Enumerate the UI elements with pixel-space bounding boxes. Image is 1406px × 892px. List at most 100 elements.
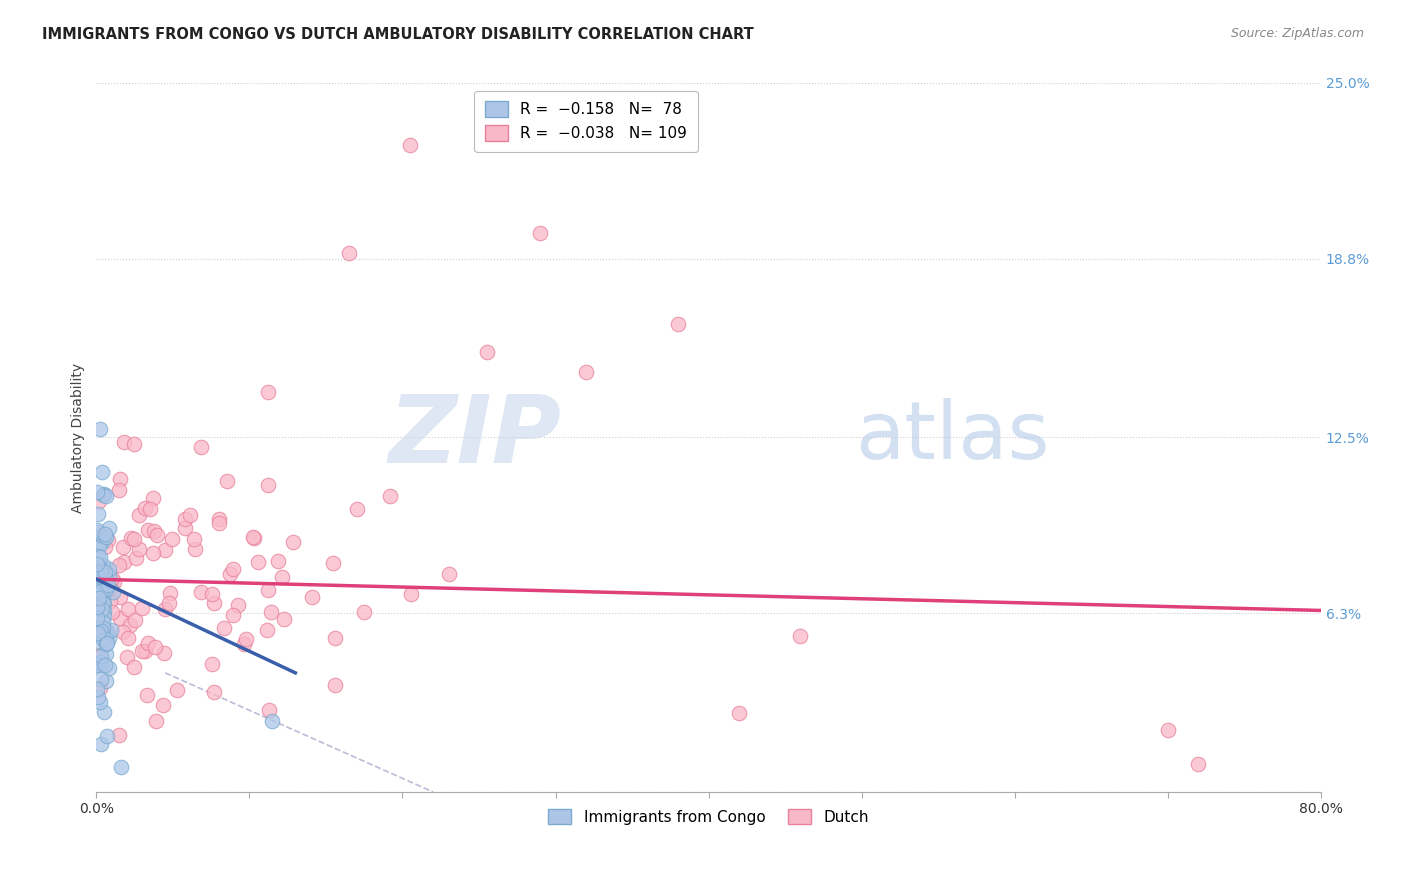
Point <box>325 678 347 692</box>
Point <box>93 605 115 619</box>
Point <box>97 533 120 547</box>
Point <box>115 650 138 665</box>
Text: atlas: atlas <box>856 399 1050 476</box>
Point <box>378 489 401 503</box>
Point <box>128 542 150 557</box>
Point <box>86 657 108 671</box>
Point <box>153 647 176 661</box>
Point <box>87 539 110 553</box>
Point <box>134 644 156 658</box>
Point <box>399 138 422 153</box>
Point <box>110 590 132 604</box>
Point <box>112 434 135 449</box>
Point <box>89 567 111 582</box>
Point <box>107 558 129 573</box>
Point <box>86 549 108 563</box>
Point <box>201 587 224 601</box>
Point <box>97 568 120 582</box>
Point <box>120 532 142 546</box>
Point <box>134 500 156 515</box>
Point <box>190 584 212 599</box>
Point <box>94 527 117 541</box>
Point <box>89 535 111 549</box>
Point <box>91 621 114 635</box>
Point <box>157 596 180 610</box>
Point <box>475 345 498 359</box>
Point <box>789 629 811 643</box>
Point <box>98 562 121 576</box>
Point <box>142 491 165 505</box>
Point <box>1187 756 1209 771</box>
Point <box>93 596 115 610</box>
Point <box>222 608 245 623</box>
Point <box>575 365 598 379</box>
Point <box>101 570 124 584</box>
Point <box>87 633 110 648</box>
Point <box>174 521 197 535</box>
Point <box>86 557 108 571</box>
Point <box>96 489 118 503</box>
Point <box>117 602 139 616</box>
Point <box>86 592 108 607</box>
Point <box>117 631 139 645</box>
Point <box>100 623 122 637</box>
Point <box>215 475 238 489</box>
Point <box>153 543 176 558</box>
Point <box>89 681 111 696</box>
Point <box>125 551 148 566</box>
Point <box>226 598 249 612</box>
Point <box>87 507 110 521</box>
Point <box>235 632 257 646</box>
Point <box>90 738 112 752</box>
Point <box>90 527 112 541</box>
Point <box>337 246 360 260</box>
Point <box>86 600 108 615</box>
Point <box>96 572 118 586</box>
Point <box>256 624 278 638</box>
Point <box>139 502 162 516</box>
Point <box>103 574 125 589</box>
Point <box>91 632 114 647</box>
Point <box>89 422 111 436</box>
Point <box>86 525 108 540</box>
Point <box>232 637 254 651</box>
Point <box>267 554 290 568</box>
Point <box>89 695 111 709</box>
Point <box>91 615 114 629</box>
Point <box>96 624 118 639</box>
Point <box>190 440 212 454</box>
Point <box>112 555 135 569</box>
Point <box>96 582 118 596</box>
Point <box>87 690 110 705</box>
Point <box>136 523 159 537</box>
Point <box>91 590 114 604</box>
Point <box>183 532 205 546</box>
Point <box>96 632 118 647</box>
Point <box>94 673 117 688</box>
Point <box>124 613 146 627</box>
Point <box>273 612 295 626</box>
Point <box>155 601 177 615</box>
Point <box>91 574 114 589</box>
Point <box>160 532 183 546</box>
Point <box>87 648 110 663</box>
Point <box>112 625 135 640</box>
Point <box>262 714 284 728</box>
Point <box>89 570 111 584</box>
Point <box>90 657 112 671</box>
Point <box>91 488 114 502</box>
Point <box>399 586 422 600</box>
Point <box>94 658 117 673</box>
Point <box>93 541 115 555</box>
Point <box>86 681 108 696</box>
Point <box>98 631 121 645</box>
Point <box>142 524 165 539</box>
Point <box>108 472 131 486</box>
Point <box>166 682 188 697</box>
Point <box>1157 723 1180 737</box>
Point <box>108 610 131 624</box>
Point <box>90 672 112 686</box>
Point <box>108 728 131 742</box>
Legend: Immigrants from Congo, Dutch: Immigrants from Congo, Dutch <box>540 799 877 834</box>
Point <box>90 535 112 549</box>
